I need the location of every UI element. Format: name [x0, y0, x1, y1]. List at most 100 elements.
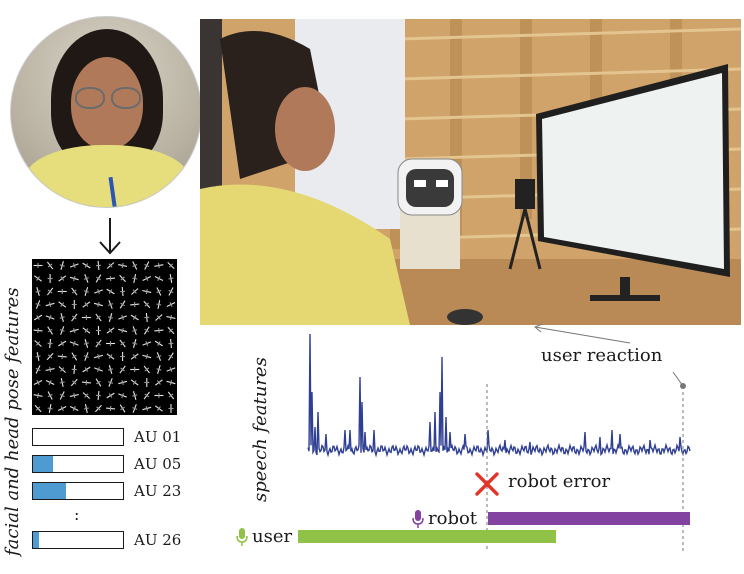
hog-cell: [72, 262, 76, 269]
hog-cell: [37, 327, 39, 334]
hog-cell: [72, 380, 77, 385]
user-reaction-label: user reaction: [541, 345, 663, 366]
hog-cell: [59, 393, 65, 398]
hog-cell: [71, 315, 77, 320]
hog-cell: [47, 263, 53, 268]
hog-feature-map: [32, 259, 177, 415]
hog-cell: [132, 329, 138, 332]
hog-cell: [121, 327, 124, 334]
hog-cell: [108, 303, 114, 306]
hog-cell: [84, 393, 89, 398]
hog-cell: [168, 328, 174, 333]
hog-cell: [60, 276, 65, 281]
hog-cell: [145, 405, 149, 412]
hog-cell: [47, 328, 53, 333]
hog-cell: [84, 302, 89, 307]
hog-cell: [47, 354, 53, 359]
au-fill-05: [33, 456, 53, 472]
au-fill-23: [33, 483, 67, 499]
au-label-23: AU 23: [134, 482, 182, 500]
hog-cell: [35, 406, 41, 411]
hog-cell: [144, 302, 149, 307]
hog-cell: [132, 380, 137, 385]
hog-cell: [48, 380, 52, 385]
hog-cell: [84, 328, 89, 333]
hog-cell: [169, 379, 173, 386]
hog-cell: [73, 392, 76, 399]
hog-cell: [35, 367, 41, 372]
hog-cell: [96, 315, 101, 320]
hog-cell: [157, 341, 161, 346]
robot-mic-icon: [412, 510, 424, 528]
hog-cell: [72, 340, 76, 347]
hog-cell: [72, 406, 76, 411]
hog-cell: [73, 275, 76, 282]
robot-speech-bar: [488, 512, 690, 525]
hog-cell: [169, 366, 173, 373]
hog-cell: [145, 288, 148, 295]
hog-cell: [132, 277, 138, 280]
hog-cell: [96, 276, 101, 281]
hog-cell: [83, 342, 89, 345]
hog-cell: [156, 368, 162, 371]
hog-cell: [37, 392, 40, 399]
hog-cell: [108, 393, 113, 398]
hog-cell: [108, 328, 113, 333]
hog-cell: [59, 316, 65, 319]
hog-cell: [59, 329, 65, 332]
hog-cell: [35, 290, 41, 293]
hog-cell: [132, 354, 137, 359]
hog-cell: [169, 314, 172, 321]
au-bar-26: [32, 531, 124, 549]
hog-cell: [156, 303, 162, 306]
hog-cell: [132, 407, 138, 410]
hog-cell: [145, 353, 149, 360]
hog-cell: [144, 263, 150, 268]
hog-cell: [107, 368, 114, 371]
hog-cell: [132, 289, 137, 294]
hog-cell: [83, 355, 89, 358]
hog-cell: [120, 406, 125, 411]
hog-cell: [47, 393, 53, 398]
hog-cell: [168, 277, 174, 280]
hog-cell: [168, 393, 174, 398]
hog-cell: [109, 275, 112, 282]
hog-cell: [36, 315, 40, 320]
au-label-01: AU 01: [134, 428, 182, 446]
au-label-05: AU 05: [134, 455, 182, 473]
reaction-pointer-head: [534, 323, 543, 333]
hog-cell: [121, 262, 124, 269]
au-bar-01: [32, 428, 124, 446]
error-x-icon: [475, 472, 499, 496]
hog-cell: [96, 406, 101, 411]
hog-cell: [156, 406, 161, 411]
hog-cell: [144, 393, 150, 398]
hog-cell: [157, 262, 160, 269]
user-label: user: [252, 526, 293, 547]
hog-cell: [132, 263, 138, 268]
hog-cell: [144, 328, 150, 333]
au-ellipsis: :: [74, 505, 80, 524]
hog-cell: [108, 263, 113, 268]
hog-cell: [168, 354, 174, 359]
hog-cell: [83, 277, 89, 280]
hog-cell: [47, 289, 53, 294]
hog-cell: [121, 392, 125, 399]
hog-cell: [107, 316, 114, 319]
hog-cell: [73, 327, 76, 334]
hog-cell: [49, 366, 52, 373]
hog-cell: [156, 315, 161, 320]
au-fill-26: [33, 532, 40, 548]
reaction-leader: [672, 371, 684, 387]
interaction-scene-photo: [200, 19, 741, 325]
au-bar-23: [32, 482, 124, 500]
hog-cell: [157, 276, 161, 281]
hog-cell: [108, 381, 114, 384]
hog-cell: [120, 276, 125, 281]
hog-cell: [156, 380, 161, 385]
hog-cell: [48, 301, 52, 308]
hog-cell: [109, 405, 112, 412]
robot-error-label: robot error: [508, 471, 611, 492]
hog-cell: [60, 302, 65, 307]
hog-cell: [96, 341, 101, 346]
